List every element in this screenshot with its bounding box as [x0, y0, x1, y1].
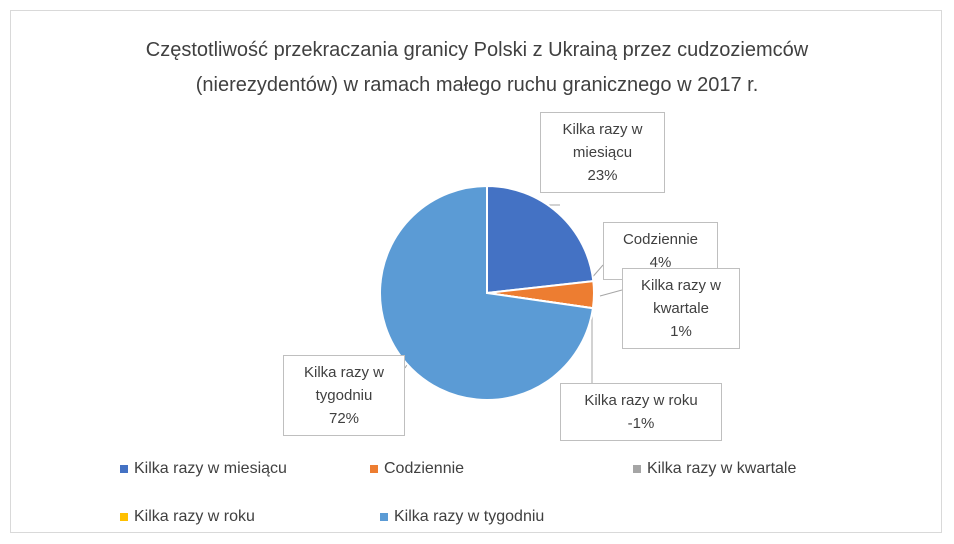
legend-marker	[120, 465, 128, 473]
legend-label: Kilka razy w miesiącu	[134, 460, 287, 477]
data-label-category: Codziennie	[622, 231, 699, 248]
pie-slice	[379, 184, 595, 401]
data-label-category: Kilka razy w kwartale	[640, 277, 722, 317]
data-label-value: 4%	[649, 254, 672, 271]
legend-label: Kilka razy w roku	[134, 508, 255, 525]
data-label-value: 1%	[670, 323, 692, 340]
data-label-category: Kilka razy w tygodniu	[303, 364, 385, 404]
chart-frame	[10, 10, 942, 533]
data-label: Kilka razy w tygodniu 72%	[283, 355, 405, 436]
legend-label: Codziennie	[384, 460, 464, 477]
data-label: Kilka razy w kwartale 1%	[622, 268, 740, 349]
leader-line	[599, 289, 623, 297]
legend-label: Kilka razy w kwartale	[647, 460, 796, 477]
legend-label: Kilka razy w tygodniu	[394, 508, 544, 525]
data-label: Kilka razy w miesiącu 23%	[540, 112, 665, 193]
legend-marker	[380, 513, 388, 521]
legend-marker	[633, 465, 641, 473]
legend-marker	[120, 513, 128, 521]
data-label-category: Kilka razy w miesiącu	[562, 121, 643, 161]
data-label-value: 23%	[587, 167, 618, 184]
data-label-category: Kilka razy w roku	[584, 392, 698, 409]
pie-slice	[486, 184, 595, 295]
chart-title: Częstotliwość przekraczania granicy Pols…	[145, 39, 809, 96]
data-label-value: 72%	[328, 410, 360, 427]
legend-marker	[370, 465, 378, 473]
data-label-value: -1%	[627, 415, 655, 432]
data-label: Kilka razy w roku -1%	[560, 383, 722, 441]
pie	[379, 184, 595, 401]
